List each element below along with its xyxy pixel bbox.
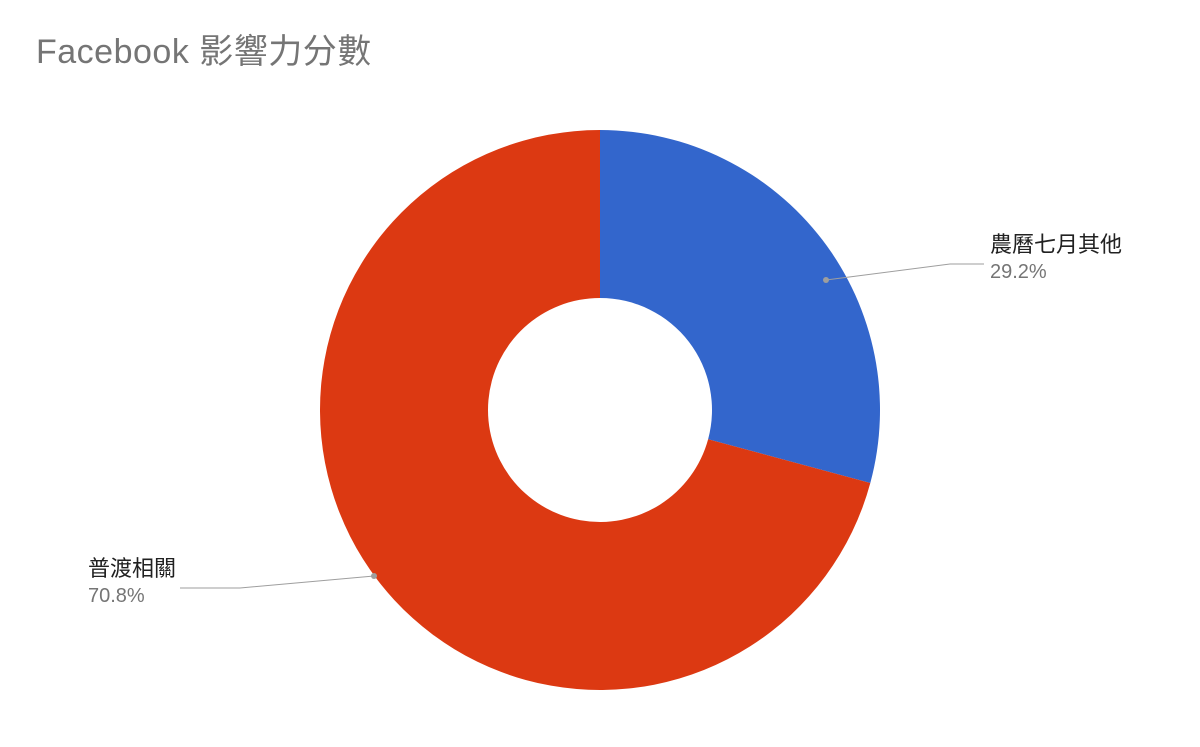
leader-line-0 bbox=[826, 264, 984, 280]
leader-dot-0 bbox=[823, 277, 829, 283]
leader-dot-1 bbox=[371, 573, 377, 579]
leader-line-1 bbox=[180, 576, 374, 588]
slice-pct-0: 29.2% bbox=[990, 261, 1047, 283]
donut-slice-0 bbox=[600, 130, 880, 483]
donut-chart: 農曆七月其他 29.2% 普渡相關 70.8% bbox=[0, 0, 1200, 742]
slice-pct-1: 70.8% bbox=[88, 585, 145, 607]
slice-label-1: 普渡相關 bbox=[88, 556, 176, 581]
donut-svg: 農曆七月其他 29.2% 普渡相關 70.8% bbox=[0, 0, 1200, 742]
slice-label-0: 農曆七月其他 bbox=[990, 232, 1122, 257]
